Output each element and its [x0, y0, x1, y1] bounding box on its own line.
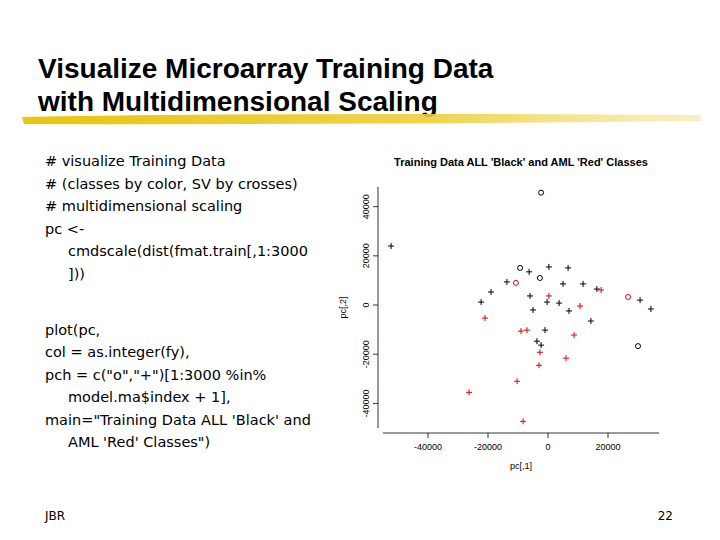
- point-plus: [537, 349, 543, 355]
- point-plus: [598, 287, 604, 293]
- y-tick: [373, 403, 378, 404]
- code-line: plot(pc,: [45, 322, 100, 338]
- code-line: col = as.integer(fy),: [45, 344, 190, 360]
- code-line: pch = c("o","+")[1:3000 %in%: [45, 367, 266, 383]
- code-line: # multidimensional scaling: [45, 198, 242, 214]
- code-line: AML 'Red' Classes"): [68, 434, 210, 450]
- background: [0, 0, 720, 540]
- point-plus: [520, 418, 526, 424]
- point-plus: [514, 378, 520, 384]
- point-plus: [648, 306, 654, 312]
- point-plus: [482, 315, 488, 321]
- point-plus: [488, 289, 494, 295]
- x-axis: [383, 433, 659, 434]
- point-plus: [637, 297, 643, 303]
- x-tick: [428, 433, 429, 438]
- point-plus: [530, 307, 536, 313]
- y-tick: [373, 206, 378, 207]
- point-plus: [580, 281, 586, 287]
- y-tick: [373, 305, 378, 306]
- slide: Visualize Microarray Training Datawith M…: [0, 0, 720, 540]
- point-plus: [556, 300, 562, 306]
- point-plus: [524, 327, 530, 333]
- point-plus: [588, 318, 594, 324]
- point-circle: [537, 275, 542, 280]
- point-circle: [539, 190, 544, 195]
- point-plus: [538, 342, 544, 348]
- chart: Training Data ALL 'Black' and AML 'Red' …: [338, 156, 659, 471]
- point-circle: [626, 294, 631, 299]
- point-plus: [563, 355, 569, 361]
- point-plus: [504, 279, 510, 285]
- point-plus: [527, 293, 533, 299]
- point-plus: [544, 299, 550, 305]
- title-underline: [22, 114, 702, 124]
- point-plus: [594, 286, 600, 292]
- point-plus: [526, 269, 532, 275]
- y-tick: [373, 255, 378, 256]
- point-plus: [560, 281, 566, 287]
- point-plus: [571, 332, 577, 338]
- x-tick: [608, 433, 609, 438]
- y-tick-label: 20000: [361, 243, 371, 268]
- y-tick-label: 0: [361, 303, 371, 308]
- slide-title: with Multidimensional Scaling: [37, 86, 438, 117]
- point-plus: [546, 264, 552, 270]
- y-axis: [378, 187, 379, 428]
- point-plus: [546, 293, 552, 299]
- code-line: pc <-: [45, 221, 84, 237]
- point-plus: [565, 265, 571, 271]
- point-circle: [518, 265, 523, 270]
- point-plus: [518, 328, 524, 334]
- x-tick-label: 20000: [595, 442, 620, 452]
- y-tick-label: -20000: [361, 340, 371, 368]
- code-line: main="Training Data ALL 'Black' and: [45, 412, 311, 428]
- code-line: cmdscale(dist(fmat.train[,1:3000: [68, 243, 308, 259]
- point-plus: [534, 338, 540, 344]
- x-tick-label: 0: [545, 442, 550, 452]
- point-plus: [466, 389, 472, 395]
- code-line: model.ma$index + 1],: [68, 389, 231, 405]
- y-tick-label: -40000: [361, 389, 371, 417]
- code-line: # (classes by color, SV by crosses): [45, 176, 298, 192]
- x-axis-label: pc[,1]: [510, 461, 532, 471]
- point-plus: [577, 303, 583, 309]
- footer: JBR: [44, 509, 65, 523]
- slide-title: Visualize Microarray Training Data: [38, 53, 494, 84]
- code-line: # visualize Training Data: [45, 153, 226, 169]
- y-tick-label: 40000: [361, 194, 371, 219]
- page-number: 22: [658, 509, 673, 523]
- point-plus: [478, 299, 484, 305]
- code-line: ])): [68, 266, 85, 282]
- x-tick-label: -40000: [414, 442, 442, 452]
- y-axis-label: pc[,2]: [338, 296, 348, 318]
- point-plus: [566, 308, 572, 314]
- point-circle: [513, 280, 518, 285]
- point-plus: [388, 243, 394, 249]
- x-tick-label: -20000: [474, 442, 502, 452]
- point-circle: [636, 344, 641, 349]
- x-tick: [488, 433, 489, 438]
- chart-title: Training Data ALL 'Black' and AML 'Red' …: [394, 156, 648, 168]
- x-tick: [548, 433, 549, 438]
- point-plus: [542, 327, 548, 333]
- points: [388, 190, 654, 424]
- y-tick: [373, 354, 378, 355]
- point-plus: [536, 362, 542, 368]
